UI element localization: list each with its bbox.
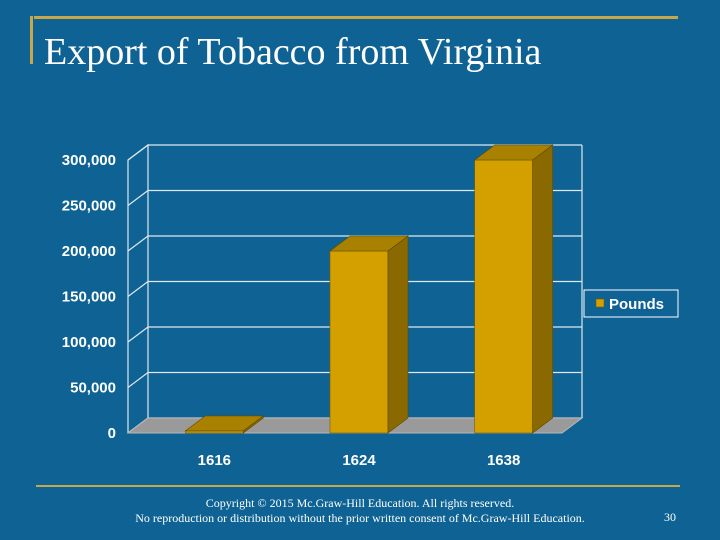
gridline (127, 144, 582, 161)
y-tick-label: 150,000 (62, 289, 116, 306)
y-tick-label: 300,000 (62, 152, 116, 169)
x-tick-label: 1638 (487, 452, 520, 469)
y-tick-label: 0 (108, 425, 116, 442)
bar (184, 415, 265, 434)
chart-legend: Pounds (583, 289, 679, 318)
gridline (127, 189, 582, 206)
left-accent-rule (30, 16, 33, 64)
bar-top-face (329, 235, 409, 252)
gridline (127, 371, 582, 388)
gridline (127, 280, 582, 297)
bar-front-face (329, 250, 389, 434)
y-tick-label: 100,000 (62, 334, 116, 351)
copyright-line-1: Copyright © 2015 Mc.Graw-Hill Education.… (205, 496, 515, 510)
bar (473, 144, 554, 434)
top-accent-rule (34, 16, 678, 19)
gridline (127, 326, 582, 343)
chart-bars (184, 144, 554, 434)
x-tick-label: 1616 (198, 452, 231, 469)
y-tick-label: 200,000 (62, 243, 116, 260)
bar (329, 235, 409, 434)
bar-side-face (387, 235, 409, 434)
bar-front-face (474, 159, 533, 434)
bottom-accent-rule (36, 485, 680, 487)
bar-top-face (184, 415, 265, 432)
bar-front-face (185, 430, 244, 434)
bar-top-face (473, 144, 554, 161)
page-number: 30 (664, 510, 676, 524)
slide-title: Export of Tobacco from Virginia (44, 31, 542, 73)
x-tick-label: 1624 (342, 452, 376, 469)
bar-side-face (532, 144, 553, 434)
copyright-line-2: No reproduction or distribution without … (135, 511, 585, 525)
legend-swatch (595, 298, 605, 308)
y-axis-tick-labels: 0 50,000 100,000 150,000 200,000 250,000 300,0… (62, 152, 116, 442)
gridline (127, 235, 582, 252)
copyright-footer: Copyright © 2015 Mc.Graw-Hill Education.… (60, 496, 660, 526)
y-tick-label: 50,000 (70, 380, 116, 397)
y-tick-label: 250,000 (62, 198, 116, 215)
legend-label: Pounds (609, 296, 664, 313)
x-axis-tick-labels: 1616 1624 1638 (198, 452, 521, 469)
